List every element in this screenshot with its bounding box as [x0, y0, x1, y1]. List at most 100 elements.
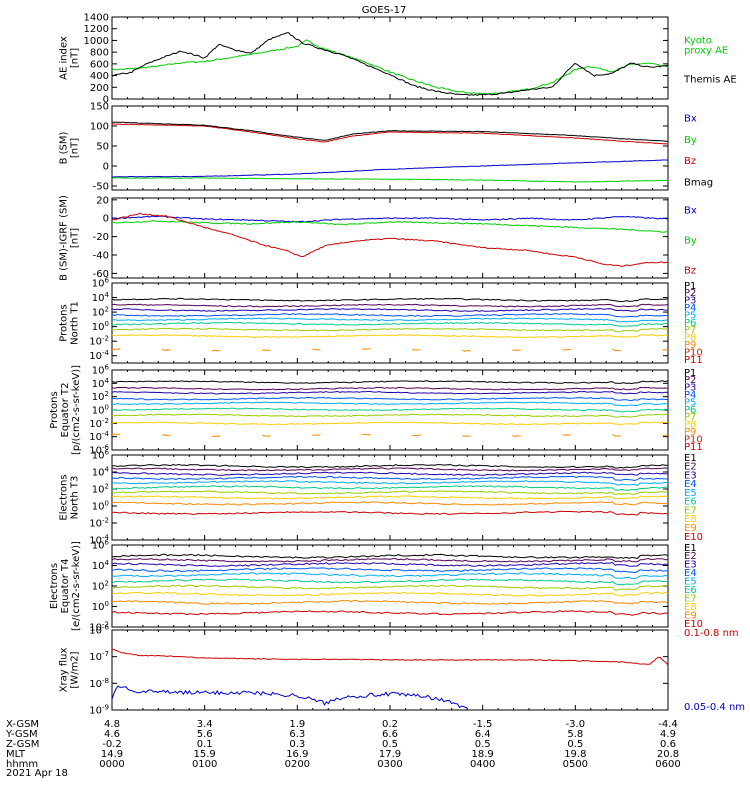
y-tick-label: 100	[92, 600, 109, 613]
footer-value: 0400	[470, 759, 495, 770]
series-line-p8	[112, 421, 668, 426]
legend-entry: P2	[684, 288, 696, 299]
footer-row-label: Y-GSM	[5, 729, 38, 740]
y-tick-label: 10-4	[89, 430, 109, 443]
panel-xray: 10-9 10-8 10-7 10-6 Xray flux [W/m2] 0.1-0.8 n…	[59, 624, 746, 717]
legend-entry: P9	[684, 427, 696, 438]
legend-entry: P1	[684, 368, 696, 379]
legend-entry: Bx	[684, 114, 697, 125]
y-tick-label: -40	[93, 251, 109, 262]
series-line-e6	[112, 578, 668, 586]
series-line-p6	[112, 321, 668, 327]
footer-value: 1.9	[289, 719, 305, 730]
legend-entry: E2	[684, 551, 697, 562]
y-tick-label: 106	[92, 539, 110, 552]
footer-value: -1.5	[473, 719, 493, 730]
y-tick-label: 0	[103, 214, 109, 225]
legend-entry: E7	[684, 505, 697, 516]
legend-entry: Bz	[684, 266, 696, 277]
y-axis-label: [nT]	[70, 48, 81, 68]
legend-entry: E9	[684, 610, 697, 621]
legend-entry: E8	[684, 514, 697, 525]
series-line-bz	[112, 212, 668, 267]
y-tick-label: 0	[103, 95, 109, 106]
series-line-p4	[112, 396, 668, 402]
y-tick-label: 200	[90, 83, 109, 94]
footer-row-label: Z-GSM	[6, 739, 39, 750]
series-line-p9	[112, 348, 668, 352]
footer-value: 17.9	[379, 749, 401, 760]
series-line-p9	[112, 433, 668, 437]
legend-entry: P7	[684, 325, 696, 336]
footer-value: 16.9	[286, 749, 308, 760]
series-line-e9	[112, 599, 668, 605]
footer-value: 14.9	[101, 749, 123, 760]
series-line-p2	[112, 386, 668, 391]
y-tick-label: 100	[92, 404, 109, 417]
legend-entry: Bz	[684, 156, 696, 167]
series-line-themisae	[112, 32, 668, 96]
y-tick-label: 800	[90, 48, 109, 59]
series-line-bmag	[112, 121, 668, 142]
series-line-e9	[112, 501, 668, 506]
legend-entry: E1	[684, 543, 697, 554]
y-axis-label: Protons	[49, 391, 60, 428]
footer-value: 0.5	[382, 739, 398, 750]
y-tick-label: 106	[92, 364, 110, 377]
y-axis-label: Protons	[59, 304, 70, 341]
series-line-e7	[112, 584, 668, 591]
series-line-00504nm	[112, 685, 468, 709]
legend-entry: P10	[684, 434, 703, 445]
series-line-e1	[112, 463, 668, 469]
y-tick-label: 106	[92, 277, 110, 290]
footer-value: 4.8	[104, 719, 120, 730]
y-tick-label: 102	[92, 390, 109, 403]
y-tick-label: 1200	[84, 24, 109, 35]
footer-value: 19.8	[564, 749, 586, 760]
legend-entry: P8	[684, 420, 696, 431]
legend-entry: By	[684, 236, 697, 247]
legend-entry: proxy AE	[684, 46, 728, 57]
series-line-e3	[112, 561, 668, 567]
legend-entry: P3	[684, 383, 696, 394]
y-tick-label: 10-2	[89, 335, 109, 348]
footer-value: 3.4	[197, 719, 213, 730]
footer-value: 6.6	[382, 729, 398, 740]
y-axis-label: Electrons	[59, 474, 70, 520]
legend-entry: P4	[684, 303, 696, 314]
y-tick-label: 10-7	[89, 650, 109, 663]
panel-bsm: -50 0 50 100 150 B (SM) [nT] Bx By Bz Bmag	[59, 102, 714, 193]
footer-value: 0600	[655, 759, 680, 770]
legend-entry: E3	[684, 470, 697, 481]
footer-value: 6.4	[475, 729, 491, 740]
series-line-e3	[112, 471, 668, 476]
y-tick-label: 100	[92, 320, 109, 333]
footer-row-label: X-GSM	[6, 719, 39, 730]
legend-entry: E9	[684, 523, 697, 534]
footer-value: -0.2	[102, 739, 122, 750]
series-line-e2	[112, 557, 668, 563]
y-tick-label: 10-8	[89, 677, 109, 690]
chart-title: GOES-17	[362, 5, 407, 16]
y-tick-label: -50	[93, 182, 109, 193]
y-tick-label: 102	[92, 306, 109, 319]
series-line-p1	[112, 297, 668, 303]
panel-bigrf: -60 -40 -20 0 20 B (SM)-IGRF (SM) [nT] Bx By Bz	[59, 195, 697, 281]
y-axis-label: Equator T2	[60, 383, 71, 438]
series-line-p5	[112, 317, 668, 323]
legend-entry: E8	[684, 602, 697, 613]
y-tick-label: 10-2	[89, 517, 109, 530]
y-tick-label: -60	[93, 269, 109, 280]
legend-entry: P11	[684, 355, 703, 366]
legend-entry: P3	[684, 296, 696, 307]
footer-value: 5.8	[567, 729, 583, 740]
legend-entry: By	[684, 135, 697, 146]
series-line-p3	[112, 390, 668, 395]
series-line-e1	[112, 553, 668, 559]
panel-frame	[111, 629, 669, 711]
y-tick-label: 104	[92, 291, 110, 304]
